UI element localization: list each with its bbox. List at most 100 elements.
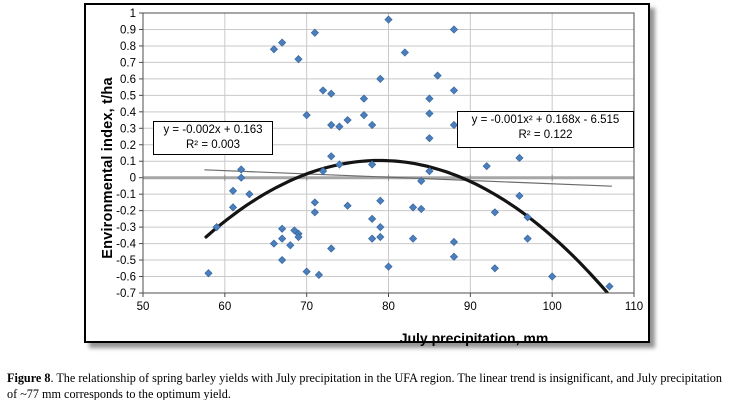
data-point-marker <box>523 234 532 243</box>
data-point-marker <box>302 267 311 276</box>
data-point-marker <box>523 213 532 222</box>
data-point-marker <box>368 120 377 130</box>
linear-trend-equation-box: y = -0.002x + 0.163 R² = 0.003 <box>153 121 273 155</box>
data-point-marker <box>228 203 238 212</box>
data-point-marker <box>376 223 385 232</box>
data-point-marker <box>425 167 434 176</box>
data-point-marker <box>318 167 328 176</box>
quadratic-trend-equation-box: y = -0.001x² + 0.168x - 6.515 R² = 0.122 <box>457 111 634 148</box>
data-point-marker <box>204 269 213 278</box>
data-point-marker <box>490 208 499 217</box>
y-tick-label: -0.2 <box>116 206 136 218</box>
data-point-marker <box>228 186 238 195</box>
linear-r-squared-text: R² = 0.003 <box>185 139 241 151</box>
data-point-marker <box>376 232 385 242</box>
x-tick-label: 110 <box>625 301 643 313</box>
data-point-marker <box>327 120 336 130</box>
x-tick-label: 50 <box>137 301 150 313</box>
y-tick-label: 0 <box>130 173 136 185</box>
y-axis-title: Environmental index, t/ha <box>100 77 116 259</box>
data-point-marker <box>449 86 459 95</box>
data-point-marker <box>408 203 418 212</box>
data-point-marker <box>278 224 287 233</box>
data-point-marker <box>359 94 369 103</box>
data-point-marker <box>449 25 459 34</box>
data-point-marker <box>376 196 385 205</box>
data-point-marker <box>310 28 319 37</box>
data-point-marker <box>278 255 287 265</box>
data-point-marker <box>302 111 311 120</box>
data-point-marker <box>290 226 299 235</box>
data-point-marker <box>384 15 393 24</box>
data-point-marker <box>449 120 459 130</box>
x-tick-label: 90 <box>464 301 477 313</box>
y-tick-label: -0.1 <box>116 189 136 201</box>
data-point-marker <box>425 134 434 143</box>
y-tick-label: 1 <box>130 8 136 20</box>
x-tick-label: 60 <box>218 301 231 313</box>
data-point-marker <box>400 48 409 57</box>
data-point-marker <box>515 153 524 163</box>
data-point-marker <box>433 71 442 80</box>
data-point-marker <box>335 122 344 131</box>
linear-trendline <box>204 169 612 187</box>
data-point-marker <box>417 176 426 186</box>
y-tick-label: -0.6 <box>116 272 136 284</box>
data-point-marker <box>515 191 524 200</box>
data-point-marker <box>449 237 459 247</box>
y-tick-label: 0.4 <box>120 107 137 119</box>
y-tick-label: 0.6 <box>120 74 136 86</box>
quadratic-trend-curve <box>204 158 609 293</box>
data-point-marker <box>212 223 221 232</box>
data-point-marker <box>318 86 328 95</box>
data-point-marker <box>294 232 303 242</box>
figure-caption: Figure 8. The relationship of spring bar… <box>7 371 734 400</box>
data-point-marker <box>327 244 336 253</box>
y-tick-label: 0.3 <box>120 123 136 135</box>
data-point-marker <box>343 115 352 125</box>
data-point-marker <box>278 38 287 47</box>
quadratic-r-squared-text: R² = 0.122 <box>518 129 573 141</box>
y-tick-label: 0.9 <box>120 24 136 36</box>
quadratic-equation-text: y = -0.001x² + 0.168x - 6.515 <box>471 114 620 126</box>
x-axis-title: July precipitation, mm <box>399 330 549 346</box>
data-point-marker <box>245 190 254 199</box>
data-point-marker <box>425 109 434 118</box>
data-point-marker <box>605 282 614 291</box>
data-point-marker <box>314 270 324 279</box>
data-point-marker <box>310 208 319 217</box>
data-point-marker <box>278 234 287 243</box>
linear-equation-text: y = -0.002x + 0.163 <box>163 124 263 136</box>
data-point-marker <box>482 162 491 171</box>
figure-caption-label: Figure 8 <box>7 371 51 386</box>
y-tick-label: -0.5 <box>116 255 136 267</box>
data-point-marker <box>368 160 377 169</box>
data-point-marker <box>548 272 557 281</box>
y-tick-label: 0.7 <box>120 57 136 69</box>
data-point-marker <box>490 264 499 273</box>
data-point-marker <box>408 234 418 243</box>
data-point-marker <box>425 94 434 103</box>
data-point-marker <box>359 111 369 120</box>
x-tick-label: 100 <box>543 301 562 313</box>
data-point-marker <box>335 160 344 169</box>
data-point-marker <box>294 55 303 64</box>
data-point-marker <box>269 45 279 54</box>
data-point-marker <box>449 252 459 261</box>
data-point-marker <box>327 152 336 161</box>
chart-area: 1 0.9 0.8 0.7 0.6 0.5 0.4 0.3 0.2 0.1 0 -0.1 -0.2 -0.… <box>84 3 650 346</box>
data-point-marker <box>237 165 246 174</box>
y-tick-label: -0.7 <box>116 288 136 300</box>
data-point-marker <box>343 201 352 210</box>
data-point-marker <box>310 198 319 207</box>
x-tick-label: 80 <box>382 301 395 313</box>
data-point-marker <box>286 241 295 250</box>
data-point-marker <box>368 234 377 243</box>
data-point-marker <box>237 173 246 182</box>
data-point-marker <box>376 74 385 83</box>
data-point-marker <box>384 262 393 271</box>
y-tick-label: 0.1 <box>120 156 136 168</box>
y-tick-label: 0.5 <box>120 90 136 102</box>
x-tick-label: 70 <box>300 301 313 313</box>
